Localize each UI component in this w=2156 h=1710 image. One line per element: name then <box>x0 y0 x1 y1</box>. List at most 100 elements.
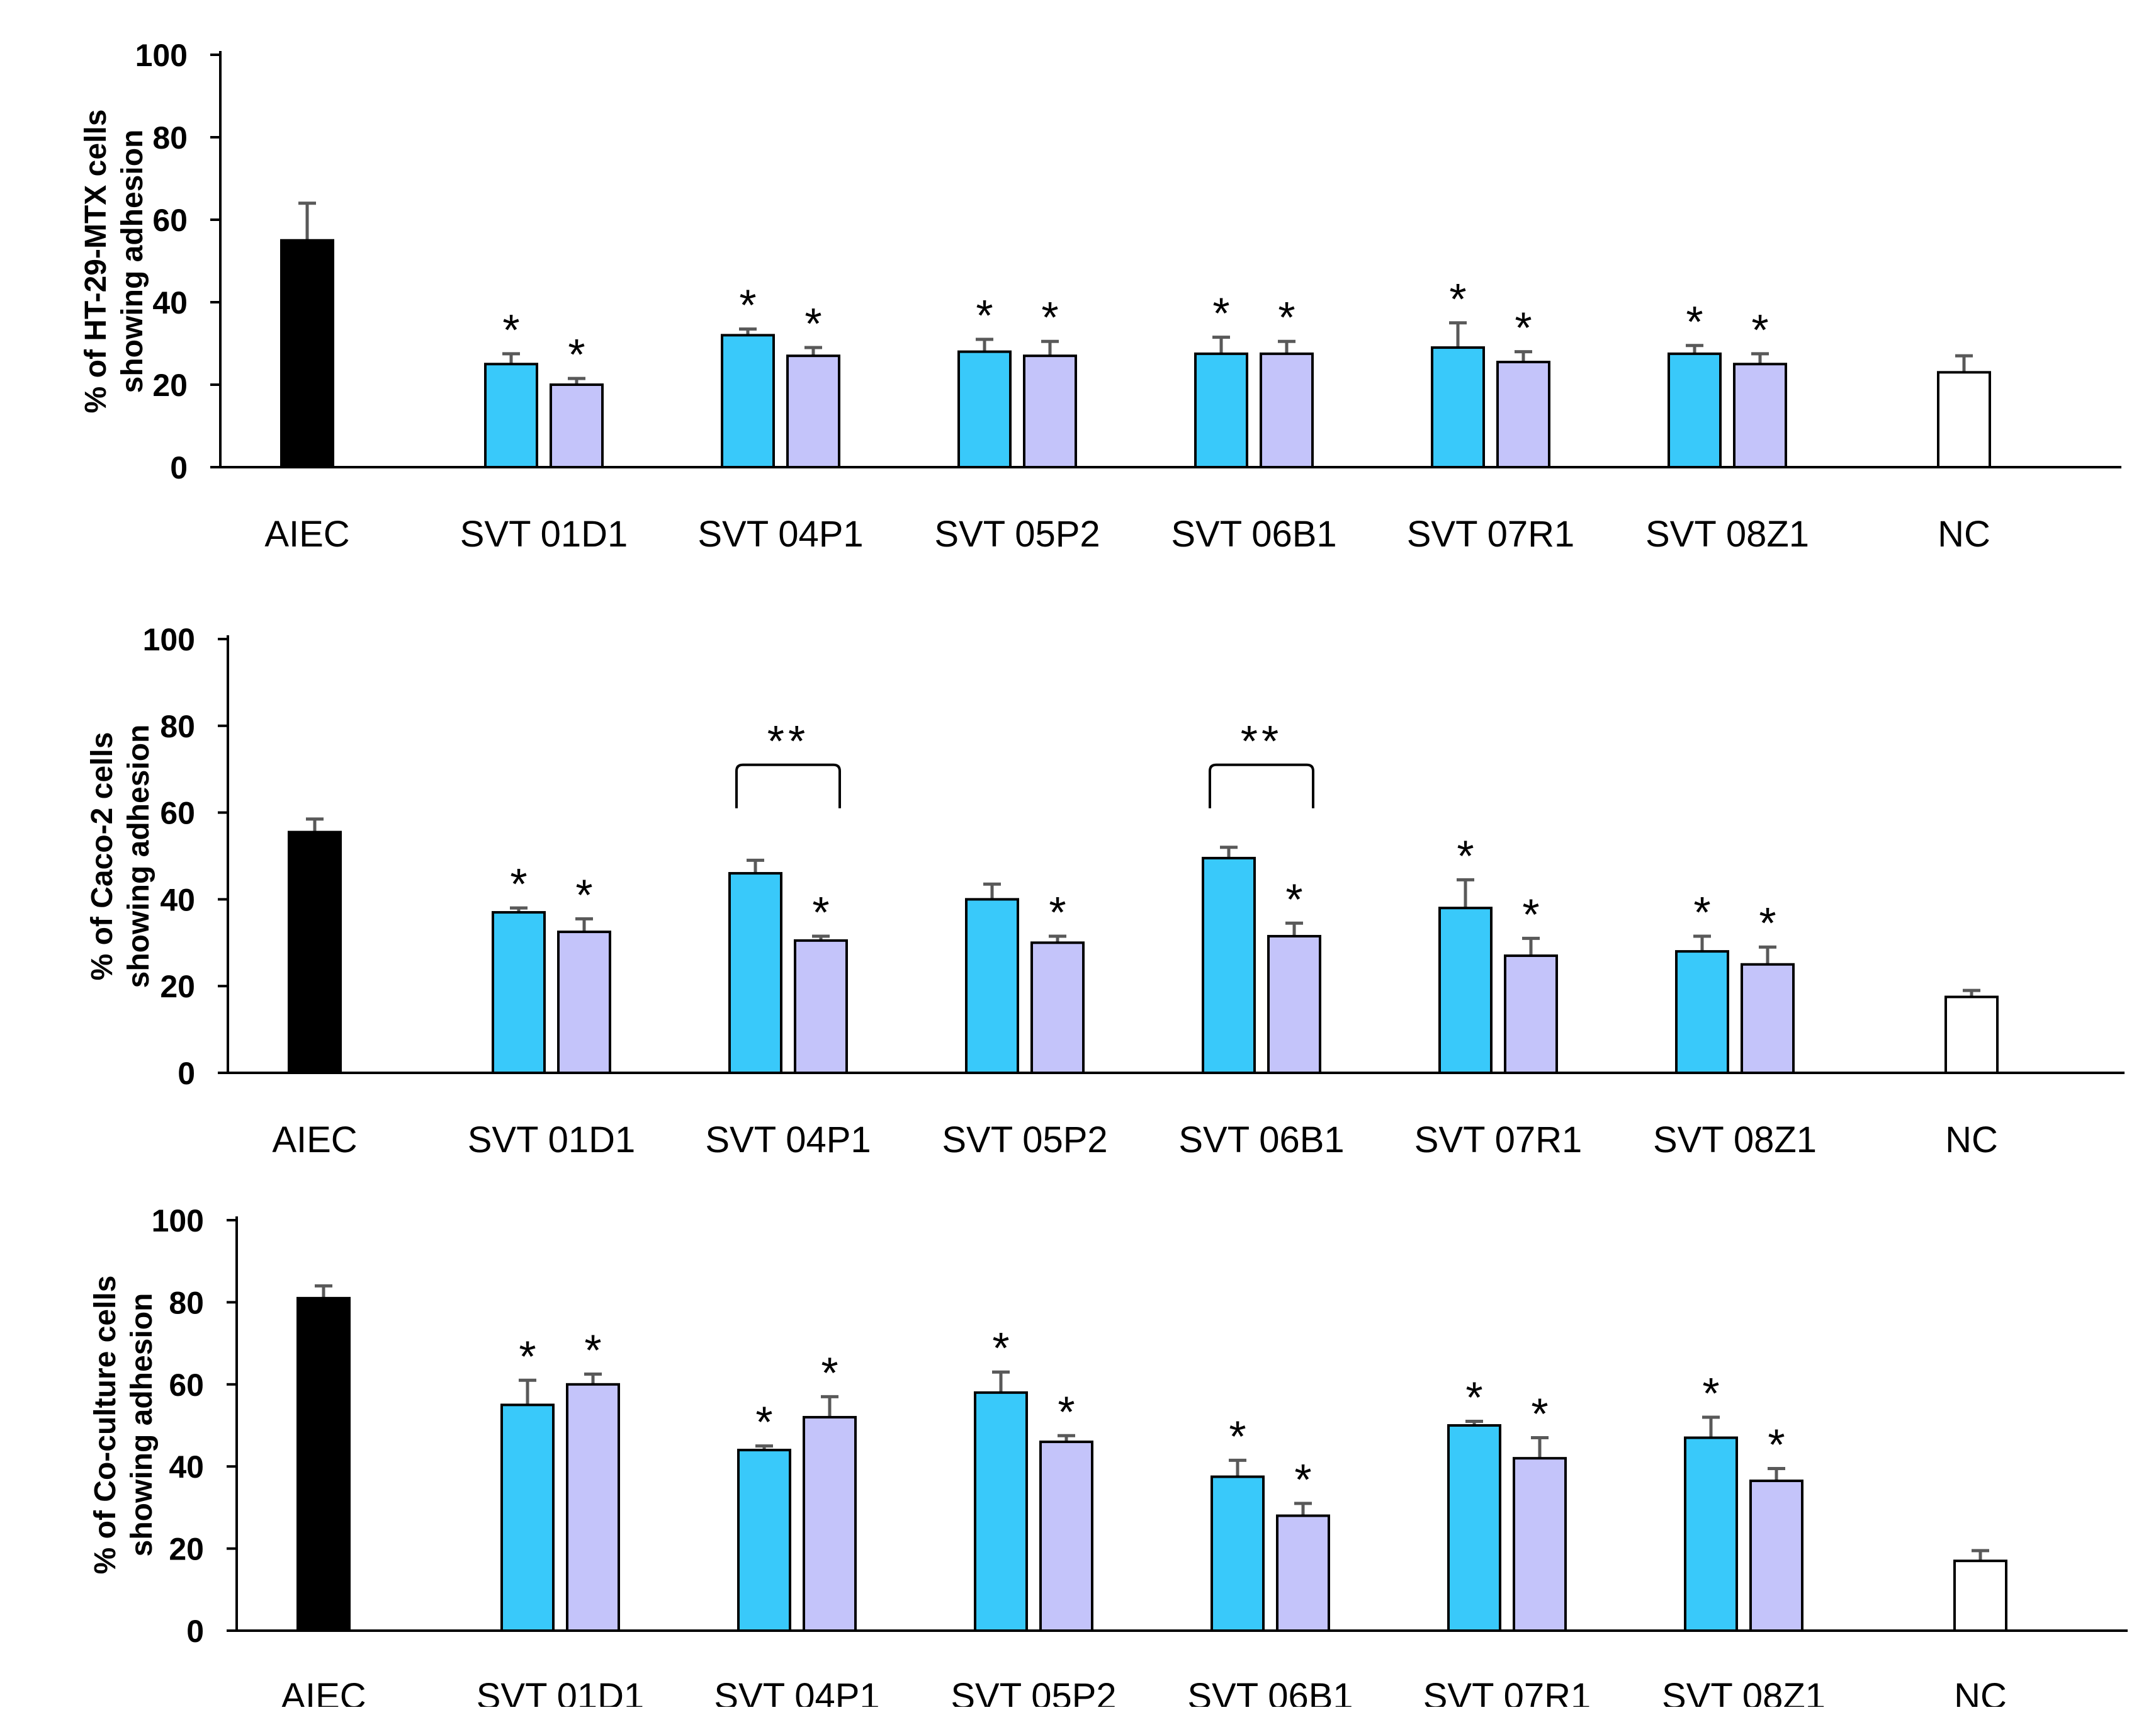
y-tick-label: 20 <box>152 368 188 403</box>
bar-svt-07r1-series-b <box>1496 360 1550 468</box>
x-category-label: AIEC <box>272 1119 357 1160</box>
y-tick-label: 0 <box>170 450 188 485</box>
significance-star: * <box>1294 1455 1311 1504</box>
y-tick-label: 0 <box>178 1056 195 1091</box>
bar-svt-08z1-series-b <box>1741 963 1795 1074</box>
y-tick-label: 100 <box>152 1203 204 1238</box>
y-axis-label-line: showing adhesion <box>122 725 155 988</box>
x-category-label: SVT 04P1 <box>705 1119 871 1160</box>
bar-svt-06b1-series-a <box>1194 352 1248 468</box>
bar-svt-08z1-series-a <box>1668 352 1722 468</box>
significance-star: * <box>1686 297 1703 346</box>
chart-panel-3: 0 20 40 60 80 100 % of Co-culture cells showing… <box>89 1203 2128 1710</box>
significance-star: * <box>1759 898 1776 948</box>
bar-svt-01d1-series-a <box>492 911 546 1074</box>
comparison-bracket <box>735 763 841 808</box>
x-category-label: SVT 08Z1 <box>1653 1119 1817 1160</box>
bracket-significance-label: ** <box>1241 716 1282 766</box>
significance-star: * <box>1041 293 1058 342</box>
bar-svt-06b1-series-b <box>1260 352 1314 468</box>
significance-star: * <box>1049 888 1066 937</box>
bar-nc-negative-control <box>1944 995 1999 1075</box>
significance-star: * <box>1212 289 1229 338</box>
bar-svt-01d1-series-b <box>557 931 611 1074</box>
bar-svt-05p2-series-a <box>965 898 1019 1075</box>
bar-svt-07r1-series-b <box>1513 1457 1567 1632</box>
significance-star: * <box>1229 1412 1246 1461</box>
bar-svt-01d1-series-b <box>566 1383 620 1633</box>
x-category-label: SVT 08Z1 <box>1645 514 1809 555</box>
y-tick-label: 80 <box>152 120 188 156</box>
significance-star: * <box>821 1348 838 1397</box>
significance-star: * <box>992 1323 1009 1373</box>
bar-aiec-control <box>296 1296 351 1632</box>
significance-star: * <box>804 299 821 348</box>
significance-star: * <box>575 870 592 919</box>
y-tick-label: 60 <box>152 203 188 238</box>
y-tick-label: 80 <box>169 1285 204 1320</box>
bar-aiec-control <box>280 239 334 468</box>
bar-svt-07r1-series-a <box>1438 907 1493 1075</box>
bar-svt-07r1-series-b <box>1504 954 1558 1074</box>
significance-star: * <box>1531 1390 1548 1439</box>
x-category-label: SVT 07R1 <box>1423 1676 1591 1707</box>
y-axis-label-line: % of Caco-2 cells <box>86 732 119 981</box>
comparison-bracket <box>1209 763 1314 808</box>
significance-star: * <box>510 859 527 909</box>
y-tick-label: 20 <box>160 969 195 1004</box>
x-category-label: SVT 04P1 <box>714 1676 879 1707</box>
significance-star: * <box>584 1326 601 1375</box>
significance-star: * <box>1768 1420 1785 1469</box>
bar-svt-08z1-series-a <box>1675 950 1729 1074</box>
bar-nc-negative-control <box>1937 371 1991 468</box>
significance-star: * <box>1449 275 1466 324</box>
x-category-label: SVT 07R1 <box>1407 514 1575 555</box>
bar-nc-negative-control <box>1953 1560 2007 1632</box>
significance-star: * <box>502 305 519 354</box>
significance-star: * <box>1278 293 1295 342</box>
x-category-label: NC <box>1954 1676 2007 1707</box>
y-axis-label-line: % of HT-29-MTX cells <box>79 110 113 414</box>
bar-svt-05p2-series-b <box>1039 1441 1093 1633</box>
x-category-label: SVT 06B1 <box>1178 1119 1344 1160</box>
x-category-label: SVT 05P2 <box>934 514 1100 555</box>
significance-star: * <box>1751 305 1768 354</box>
y-tick-label: 100 <box>143 622 195 657</box>
y-axis-label: % of Co-culture cells showing adhesion <box>89 1276 159 1575</box>
x-category-label: NC <box>1945 1119 1998 1160</box>
bar-svt-01d1-series-a <box>500 1403 555 1632</box>
bar-svt-01d1-series-a <box>484 363 538 468</box>
chart-panel-2: 0 20 40 60 80 100 % of Caco-2 cells showing adh… <box>86 622 2125 1160</box>
bracket-significance-label: ** <box>767 716 809 766</box>
significance-star: * <box>812 888 829 937</box>
bar-svt-05p2-series-a <box>974 1391 1028 1633</box>
bar-svt-06b1-series-a <box>1211 1475 1265 1632</box>
bar-aiec-control <box>288 830 342 1074</box>
y-axis-label: % of HT-29-MTX cells showing adhesion <box>79 110 149 414</box>
bar-svt-07r1-series-a <box>1431 346 1485 468</box>
y-tick-label: 20 <box>169 1532 204 1567</box>
significance-star: * <box>1058 1387 1075 1436</box>
significance-star: * <box>1457 831 1474 880</box>
x-category-label: SVT 05P2 <box>951 1676 1116 1707</box>
x-category-label: SVT 06B1 <box>1187 1676 1353 1707</box>
x-category-label: SVT 08Z1 <box>1662 1676 1826 1707</box>
bar-svt-04p1-series-a <box>737 1449 791 1633</box>
y-tick-label: 40 <box>160 882 195 917</box>
y-axis-label-line: showing adhesion <box>116 130 149 394</box>
significance-star: * <box>1693 888 1710 937</box>
bar-svt-04p1-series-a <box>721 334 775 469</box>
x-category-label: SVT 01D1 <box>468 1119 636 1160</box>
significance-star: * <box>568 330 585 379</box>
bar-svt-08z1-series-b <box>1749 1480 1803 1633</box>
x-category-label: SVT 07R1 <box>1414 1119 1583 1160</box>
x-category-label: SVT 01D1 <box>477 1676 645 1707</box>
bar-svt-06b1-series-a <box>1202 856 1256 1074</box>
bar-svt-08z1-series-b <box>1733 363 1787 468</box>
x-category-label: NC <box>1938 514 1990 555</box>
significance-star: * <box>519 1332 536 1381</box>
y-tick-label: 40 <box>169 1449 204 1485</box>
y-tick-label: 80 <box>160 709 195 744</box>
y-tick-label: 60 <box>160 796 195 831</box>
